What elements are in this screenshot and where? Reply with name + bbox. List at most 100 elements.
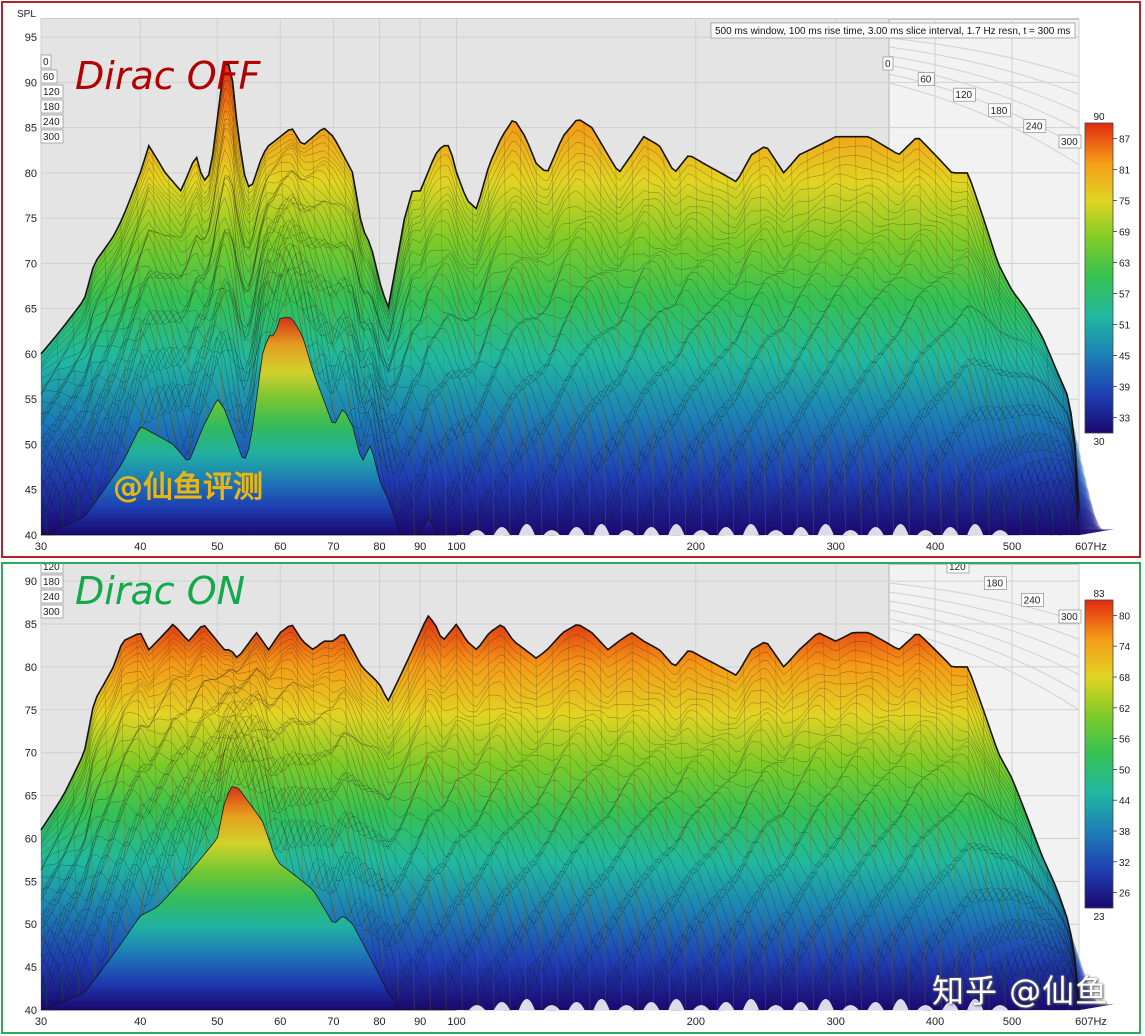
x-tick-label: 30 [35, 1016, 47, 1028]
floor-gap [992, 1005, 1009, 1010]
slice-contour [40, 176, 1080, 508]
floor-gap [942, 1002, 959, 1010]
ridge-stroke [743, 169, 750, 536]
time-tick-label: 300 [43, 132, 60, 143]
time-tick-box [917, 72, 935, 86]
panel-title: Dirac OFF [75, 54, 261, 98]
ridge-stroke [615, 168, 623, 536]
colorbar-tick-label: 26 [1119, 889, 1131, 900]
floor-gap [543, 530, 560, 535]
ridge-stroke [344, 157, 351, 411]
slice-contour [40, 269, 1080, 536]
y-tick-label: 45 [25, 485, 37, 497]
ridge-stroke [1062, 384, 1070, 536]
zhihu-watermark: 知乎 @仙鱼 [932, 972, 1109, 1010]
colorbar-tick-label: 44 [1119, 796, 1131, 807]
y-tick-label: 85 [25, 123, 37, 135]
ridge-stroke [519, 128, 527, 536]
ridge-stroke [631, 632, 639, 1011]
x-tick-label: 500 [1003, 541, 1021, 553]
time-tick-label: 240 [1024, 595, 1041, 606]
y-tick-label: 50 [25, 439, 37, 451]
slice-contour [40, 684, 1080, 1002]
waterfall-final-slice [40, 786, 457, 1011]
ridge-stroke [679, 660, 687, 1011]
ridge-stroke [887, 643, 894, 1011]
time-tick-box [40, 564, 64, 574]
ridge-stroke [104, 248, 112, 489]
x-tick-label: 90 [414, 1016, 426, 1028]
ridge-stroke [711, 167, 718, 536]
time-tick-label: 0 [885, 59, 891, 70]
time-tick-label: 180 [43, 102, 60, 113]
time-tick-label: 120 [43, 87, 60, 98]
floor-gap [693, 1005, 710, 1010]
time-tick-box [953, 87, 976, 102]
ridge-stroke [567, 629, 575, 1011]
x-tick-label: 400 [926, 541, 944, 553]
colorbar-tick-label: 69 [1119, 228, 1131, 239]
slice-contour [40, 98, 1080, 510]
ridge-stroke [360, 218, 367, 457]
colorbar-tick-label: 74 [1119, 642, 1131, 653]
floor-gap [767, 1005, 784, 1010]
y-tick-label: 55 [25, 394, 37, 406]
perspective-grid-line [888, 582, 1080, 623]
ridge-stroke [1046, 867, 1054, 1011]
ridge-stroke [535, 658, 543, 1011]
floor-gap [693, 530, 710, 535]
colorbar-max-label: 83 [1093, 589, 1105, 600]
ridge-stroke [1046, 347, 1054, 536]
time-tick-box [40, 589, 64, 604]
slice-contour [40, 655, 1080, 1002]
time-tick-label: 240 [1026, 121, 1043, 132]
slice-contour [40, 667, 1080, 1008]
slice-contour [40, 182, 1080, 522]
time-tick-box [882, 56, 894, 71]
time-tick-box [983, 576, 1007, 591]
colorbar [1084, 599, 1114, 909]
colorbar-max-label: 90 [1093, 112, 1105, 123]
ridge-stroke [88, 282, 96, 511]
ridge-stroke [184, 636, 191, 878]
time-tick-label: 180 [43, 577, 60, 588]
time-tick-label: 60 [920, 75, 932, 86]
ridge-stroke [471, 645, 479, 1011]
x-tick-label: 70 [327, 1016, 339, 1028]
slice-contour [40, 686, 1080, 1005]
floor-gap [668, 524, 685, 535]
ridge-stroke [280, 632, 287, 865]
x-tick-label: 40 [134, 541, 146, 553]
ridge-stroke [455, 171, 463, 536]
perspective-grid-line [888, 55, 1080, 113]
floor-gap [867, 527, 884, 535]
ridge-stroke [424, 181, 431, 526]
floor-gap [618, 530, 635, 535]
floor-gap [743, 524, 759, 535]
ridge-stroke [583, 122, 591, 536]
x-tick-label: 500 [1003, 1016, 1021, 1028]
ridge-stroke [950, 172, 958, 536]
ridge-stroke [487, 634, 495, 1011]
slice-contour [40, 224, 1080, 527]
floor-gap [842, 530, 859, 535]
slice-contour [40, 244, 1080, 523]
time-tick-box [988, 103, 1011, 118]
ridge-stroke [1014, 294, 1022, 536]
floor-gap [493, 1002, 510, 1010]
ridge-stroke [647, 138, 655, 536]
ridge-stroke [392, 285, 399, 512]
ridge-stroke [871, 634, 878, 1011]
ridge-stroke [152, 152, 160, 434]
ridge-stroke [248, 643, 255, 803]
slice-contour [40, 715, 1080, 1002]
x-tick-label: 200 [687, 541, 705, 553]
x-tick-label: 40 [134, 1016, 146, 1028]
waterfall-front-edge [40, 63, 1080, 508]
ridge-stroke [40, 829, 48, 1011]
ridge-stroke [487, 168, 495, 536]
ridge-stroke [40, 353, 48, 536]
x-tick-label: 60 [274, 541, 286, 553]
floor-gap [767, 530, 784, 535]
